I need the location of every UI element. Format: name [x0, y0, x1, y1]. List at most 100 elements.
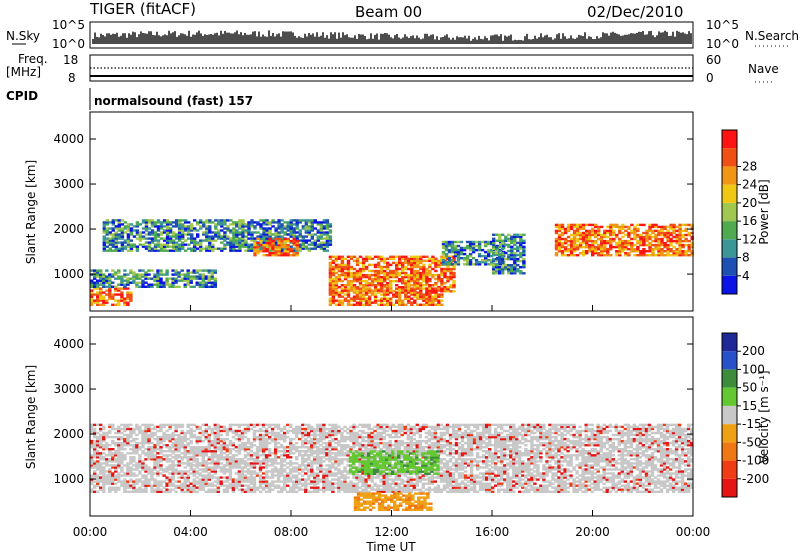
- nsky-label: N.Sky: [6, 29, 40, 43]
- heatmap-cell: [452, 290, 455, 292]
- heatmap-cell: [594, 248, 597, 250]
- heatmap-cell: [265, 454, 268, 456]
- heatmap-cell: [298, 450, 301, 452]
- heatmap-cell: [271, 219, 274, 221]
- heatmap-cell: [169, 221, 172, 223]
- heatmap-cell: [177, 271, 180, 273]
- heatmap-cell: [570, 238, 573, 240]
- heatmap-cell: [398, 272, 401, 274]
- heatmap-cell: [129, 282, 132, 284]
- heatmap-cell: [271, 460, 274, 462]
- heatmap-cell: [102, 474, 105, 476]
- heatmap-cell: [229, 428, 232, 430]
- heatmap-cell: [127, 250, 130, 252]
- heatmap-cell: [214, 227, 217, 229]
- heatmap-cell: [573, 254, 576, 256]
- heatmap-cell: [93, 474, 96, 476]
- heatmap-cell: [672, 224, 675, 226]
- heatmap-cell: [112, 219, 115, 221]
- heatmap-cell: [350, 282, 353, 284]
- heatmap-cell: [277, 248, 280, 250]
- heatmap-cell: [120, 474, 123, 476]
- heatmap-cell: [283, 426, 286, 428]
- heatmap-cell: [425, 282, 428, 284]
- heatmap-cell: [442, 259, 445, 261]
- heatmap-cell: [187, 485, 190, 487]
- heatmap-cell: [238, 489, 241, 491]
- heatmap-cell: [380, 260, 383, 262]
- heatmap-cell: [422, 293, 425, 295]
- heatmap-cell: [416, 270, 419, 272]
- heatmap-cell: [126, 434, 129, 436]
- heatmap-cell: [454, 263, 457, 265]
- heatmap-cell: [253, 227, 256, 229]
- heatmap-cell: [193, 227, 196, 229]
- heatmap-cell: [214, 432, 217, 434]
- heatmap-cell: [621, 240, 624, 242]
- heatmap-cell: [639, 250, 642, 252]
- heatmap-cell: [159, 483, 162, 485]
- heatmap-cell: [463, 263, 466, 265]
- heatmap-cell: [513, 272, 516, 274]
- heatmap-cell: [168, 458, 171, 460]
- heatmap-cell: [142, 219, 145, 221]
- heatmap-cell: [431, 296, 434, 298]
- heatmap-cell: [171, 424, 174, 426]
- heatmap-cell: [199, 474, 202, 476]
- heatmap-cell: [669, 232, 672, 234]
- heatmap-cell: [108, 448, 111, 450]
- heatmap-cell: [319, 456, 322, 458]
- heatmap-cell: [199, 269, 202, 271]
- heatmap-cell: [311, 219, 314, 221]
- heatmap-cell: [325, 442, 328, 444]
- heatmap-cell: [265, 470, 268, 472]
- heatmap-cell: [154, 235, 157, 237]
- heatmap-cell: [681, 240, 684, 242]
- heatmap-cell: [199, 227, 202, 229]
- heatmap-cell: [377, 304, 380, 306]
- heatmap-cell: [343, 452, 346, 454]
- heatmap-cell: [392, 293, 395, 295]
- heatmap-cell: [93, 440, 96, 442]
- heatmap-cell: [451, 249, 454, 251]
- heatmap-cell: [404, 282, 407, 284]
- heatmap-cell: [114, 278, 117, 280]
- heatmap-cell: [350, 304, 353, 306]
- heatmap-cell: [138, 446, 141, 448]
- heatmap-cell: [302, 219, 305, 221]
- heatmap-cell: [672, 246, 675, 248]
- heatmap-cell: [404, 260, 407, 262]
- heatmap-cell: [316, 491, 319, 493]
- heatmap-cell: [150, 485, 153, 487]
- heatmap-cell: [129, 424, 132, 426]
- heatmap-cell: [328, 452, 331, 454]
- heatmap-cell: [386, 304, 389, 306]
- heatmap-cell: [594, 246, 597, 248]
- heatmap-cell: [445, 253, 448, 255]
- heatmap-cell: [322, 424, 325, 426]
- heatmap-cell: [229, 229, 232, 231]
- heatmap-cell: [395, 274, 398, 276]
- heatmap-cell: [416, 260, 419, 262]
- heatmap-cell: [268, 424, 271, 426]
- heatmap-cell: [642, 240, 645, 242]
- heatmap-cell: [443, 282, 446, 284]
- heatmap-cell: [136, 229, 139, 231]
- heatmap-cell: [389, 256, 392, 258]
- heatmap-cell: [295, 428, 298, 430]
- heatmap-cell: [99, 462, 102, 464]
- heatmap-cell: [111, 466, 114, 468]
- heatmap-cell: [277, 235, 280, 237]
- heatmap-cell: [177, 434, 180, 436]
- heatmap-cell: [262, 424, 265, 426]
- heatmap-cell: [428, 296, 431, 298]
- heatmap-cell: [196, 446, 199, 448]
- heatmap-cell: [389, 298, 392, 300]
- heatmap-cell: [663, 250, 666, 252]
- heatmap-cell: [627, 232, 630, 234]
- heatmap-cell: [398, 260, 401, 262]
- heatmap-cell: [181, 483, 184, 485]
- heatmap-cell: [232, 454, 235, 456]
- heatmap-cell: [612, 224, 615, 226]
